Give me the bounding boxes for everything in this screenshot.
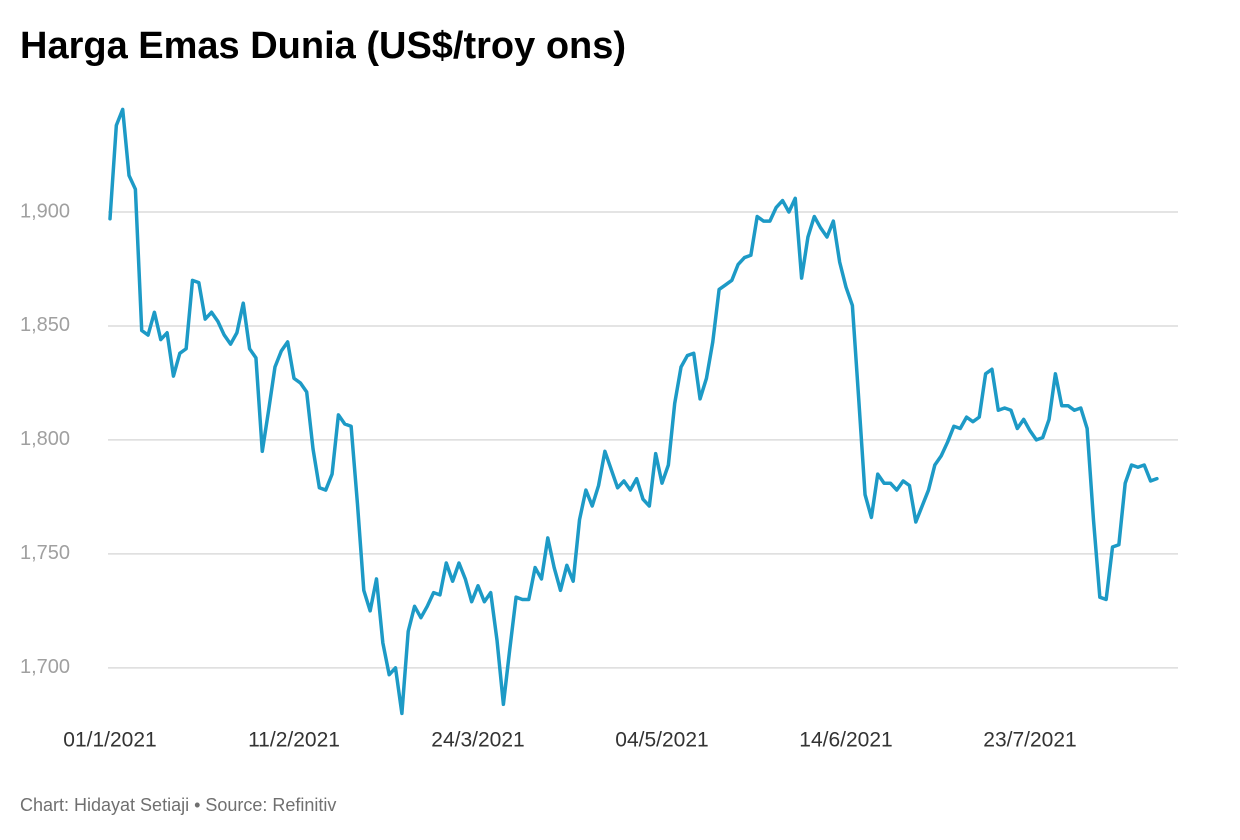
x-tick-label: 24/3/2021 bbox=[431, 729, 524, 752]
y-tick-label: 1,700 bbox=[20, 656, 70, 678]
y-tick-label: 1,750 bbox=[20, 542, 70, 564]
x-tick-label: 11/2/2021 bbox=[248, 729, 340, 752]
x-tick-label: 01/1/2021 bbox=[63, 729, 156, 752]
x-tick-label: 14/6/2021 bbox=[799, 729, 892, 752]
y-tick-label: 1,900 bbox=[20, 200, 70, 222]
footer: Chart: Hidayat Setiaji • Source: Refinit… bbox=[20, 795, 336, 815]
y-tick-label: 1,850 bbox=[20, 314, 70, 336]
x-tick-label: 23/7/2021 bbox=[983, 729, 1076, 752]
y-tick-label: 1,800 bbox=[20, 428, 70, 450]
x-tick-label: 04/5/2021 bbox=[615, 729, 708, 752]
price-line bbox=[108, 107, 1159, 716]
chart-title: Harga Emas Dunia (US$/troy ons) bbox=[20, 25, 626, 67]
